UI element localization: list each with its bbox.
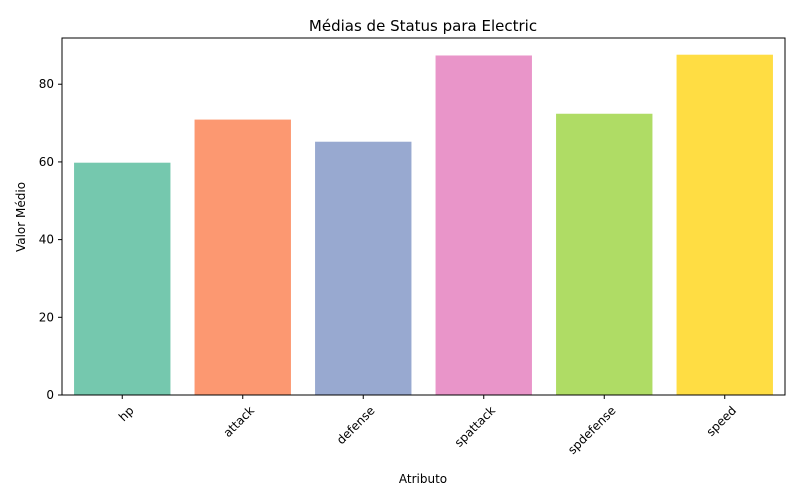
plot-frame <box>61 37 786 396</box>
y-axis-label: Valor Médio <box>14 182 28 252</box>
bar-defense <box>315 141 412 395</box>
bar-speed <box>676 54 773 395</box>
y-tick-label: 80 <box>39 77 54 91</box>
chart-title: Médias de Status para Electric <box>309 17 537 35</box>
y-axis-ticks: 0 20 40 60 80 <box>39 77 62 402</box>
bars-group <box>74 54 773 395</box>
bar-hp <box>74 162 171 395</box>
y-tick-label: 0 <box>46 388 54 402</box>
x-tick-label: spattack <box>452 403 498 449</box>
bar-spdefense <box>556 113 653 395</box>
x-tick-label: defense <box>334 403 378 447</box>
y-tick-label: 20 <box>39 310 54 324</box>
x-tick-label: hp <box>116 403 137 424</box>
x-axis-label: Atributo <box>399 472 447 486</box>
plot-border <box>61 37 786 396</box>
y-tick-label: 60 <box>39 155 54 169</box>
bar-spattack <box>435 55 532 395</box>
y-tick-label: 40 <box>39 233 54 247</box>
x-tick-label: spdefense <box>565 403 619 457</box>
bar-attack <box>194 119 291 395</box>
x-tick-label: attack <box>221 403 258 440</box>
x-axis-ticks: hp attack defense spattack spdefense speed <box>116 395 739 457</box>
x-tick-label: speed <box>704 403 740 439</box>
